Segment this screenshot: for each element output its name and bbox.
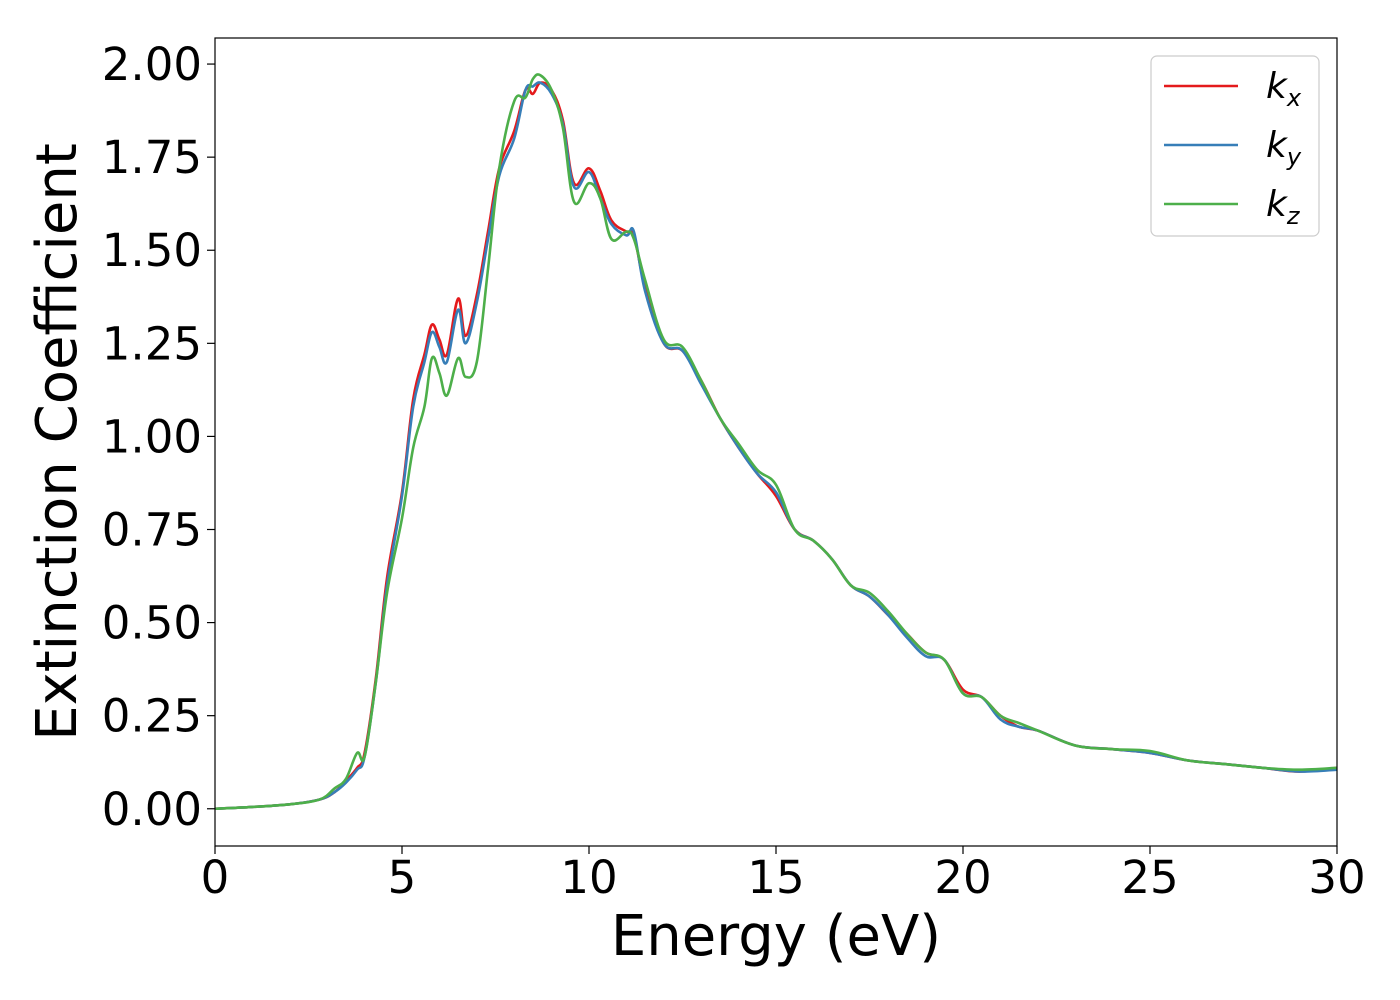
- x-tick-label: 20: [934, 851, 991, 904]
- y-axis-label: Extinction Coefficient: [25, 143, 90, 741]
- x-tick-label: 30: [1308, 851, 1365, 904]
- y-tick-label: 0.00: [102, 783, 202, 836]
- x-axis-label: Energy (eV): [611, 904, 941, 969]
- x-tick-label: 5: [388, 851, 417, 904]
- y-tick-label: 1.25: [102, 317, 202, 370]
- series-line-kz: [214, 73, 1338, 811]
- series-layer: [214, 73, 1338, 811]
- x-tick-label: 10: [560, 851, 617, 904]
- legend-label-kx: kx: [1266, 66, 1302, 112]
- legend-label-kz: kz: [1266, 184, 1301, 230]
- x-tick-label: 25: [1121, 851, 1178, 904]
- y-tick-label: 1.50: [102, 224, 202, 277]
- x-axis-ticks: 0 5 10 15 20 25 30: [201, 846, 1366, 904]
- x-tick-label: 0: [201, 851, 230, 904]
- y-tick-label: 0.75: [102, 504, 202, 557]
- y-axis-ticks: 0.00 0.25 0.50 0.75 1.00 1.25 1.50 1.75 2.00: [102, 38, 215, 836]
- legend-label-ky: ky: [1266, 125, 1302, 171]
- legend: kx ky kz: [1150, 55, 1320, 237]
- y-tick-label: 1.75: [102, 131, 202, 184]
- x-tick-label: 15: [747, 851, 804, 904]
- y-tick-label: 0.50: [102, 597, 202, 650]
- y-tick-label: 0.25: [102, 690, 202, 743]
- y-tick-label: 1.00: [102, 410, 202, 463]
- y-tick-label: 2.00: [102, 38, 202, 91]
